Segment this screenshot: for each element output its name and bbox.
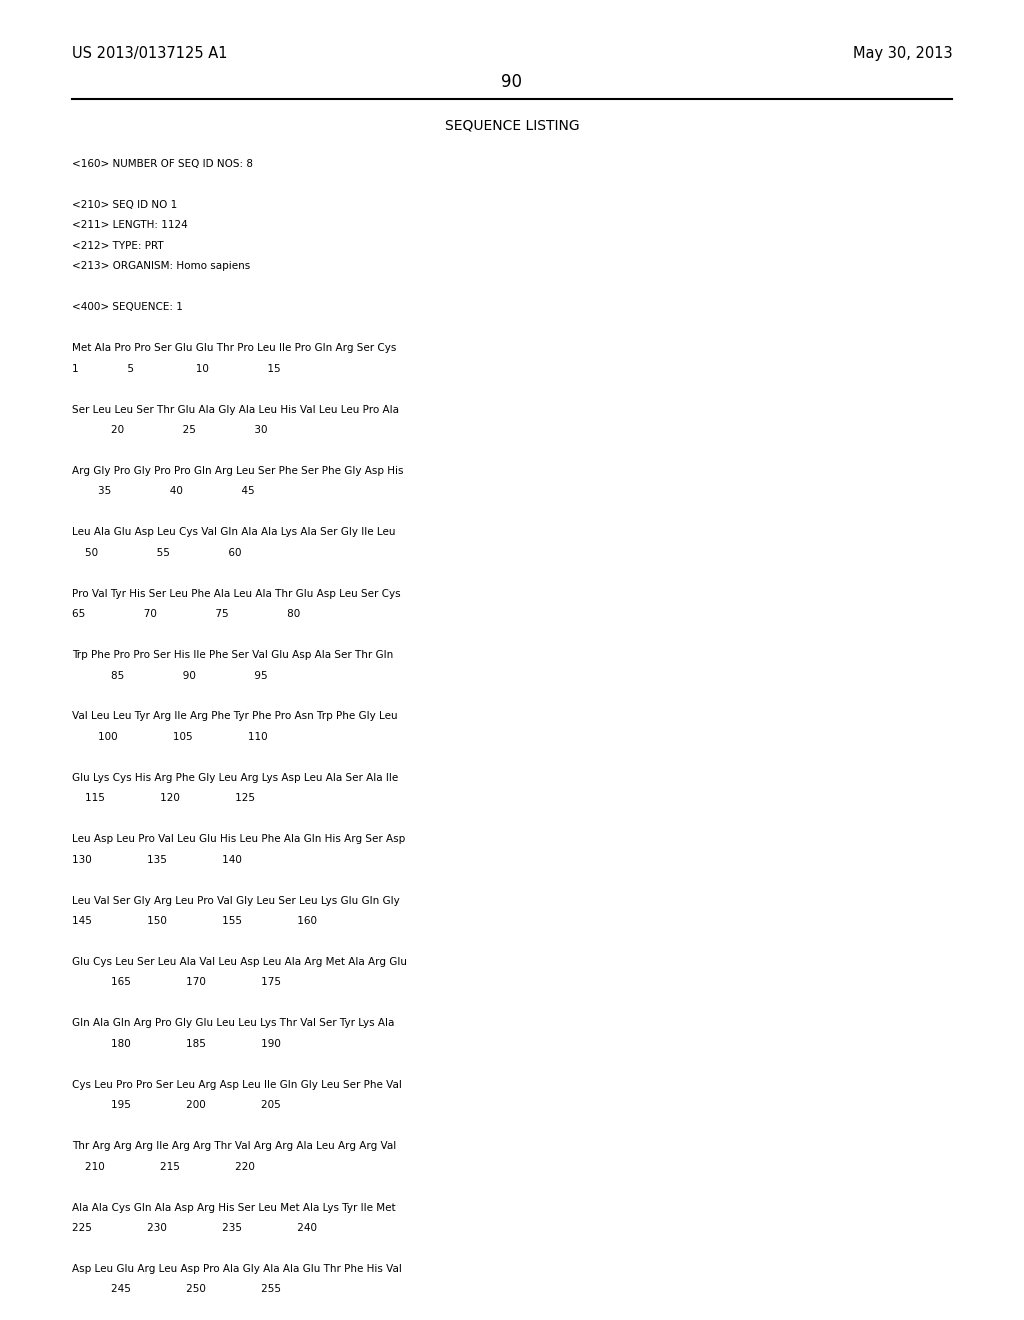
Text: <212> TYPE: PRT: <212> TYPE: PRT [72, 242, 163, 251]
Text: 225                 230                 235                 240: 225 230 235 240 [72, 1222, 316, 1233]
Text: 180                 185                 190: 180 185 190 [72, 1039, 281, 1049]
Text: Leu Asp Leu Pro Val Leu Glu His Leu Phe Ala Gln His Arg Ser Asp: Leu Asp Leu Pro Val Leu Glu His Leu Phe … [72, 834, 404, 845]
Text: Leu Val Ser Gly Arg Leu Pro Val Gly Leu Ser Leu Lys Glu Gln Gly: Leu Val Ser Gly Arg Leu Pro Val Gly Leu … [72, 895, 399, 906]
Text: US 2013/0137125 A1: US 2013/0137125 A1 [72, 46, 227, 61]
Text: Glu Lys Cys His Arg Phe Gly Leu Arg Lys Asp Leu Ala Ser Ala Ile: Glu Lys Cys His Arg Phe Gly Leu Arg Lys … [72, 772, 398, 783]
Text: Val Leu Leu Tyr Arg Ile Arg Phe Tyr Phe Pro Asn Trp Phe Gly Leu: Val Leu Leu Tyr Arg Ile Arg Phe Tyr Phe … [72, 711, 397, 722]
Text: Glu Cys Leu Ser Leu Ala Val Leu Asp Leu Ala Arg Met Ala Arg Glu: Glu Cys Leu Ser Leu Ala Val Leu Asp Leu … [72, 957, 407, 968]
Text: 145                 150                 155                 160: 145 150 155 160 [72, 916, 316, 927]
Text: Thr Arg Arg Arg Ile Arg Arg Thr Val Arg Arg Ala Leu Arg Arg Val: Thr Arg Arg Arg Ile Arg Arg Thr Val Arg … [72, 1140, 396, 1151]
Text: Gln Ala Gln Arg Pro Gly Glu Leu Leu Lys Thr Val Ser Tyr Lys Ala: Gln Ala Gln Arg Pro Gly Glu Leu Leu Lys … [72, 1019, 394, 1028]
Text: Leu Ala Glu Asp Leu Cys Val Gln Ala Ala Lys Ala Ser Gly Ile Leu: Leu Ala Glu Asp Leu Cys Val Gln Ala Ala … [72, 527, 395, 537]
Text: <213> ORGANISM: Homo sapiens: <213> ORGANISM: Homo sapiens [72, 261, 250, 272]
Text: Met Ala Pro Pro Ser Glu Glu Thr Pro Leu Ile Pro Gln Arg Ser Cys: Met Ala Pro Pro Ser Glu Glu Thr Pro Leu … [72, 343, 396, 354]
Text: 50                  55                  60: 50 55 60 [72, 548, 242, 558]
Text: Trp Phe Pro Pro Ser His Ile Phe Ser Val Glu Asp Ala Ser Thr Gln: Trp Phe Pro Pro Ser His Ile Phe Ser Val … [72, 649, 393, 660]
Text: May 30, 2013: May 30, 2013 [853, 46, 952, 61]
Text: <160> NUMBER OF SEQ ID NOS: 8: <160> NUMBER OF SEQ ID NOS: 8 [72, 158, 253, 169]
Text: Arg Gly Pro Gly Pro Pro Gln Arg Leu Ser Phe Ser Phe Gly Asp His: Arg Gly Pro Gly Pro Pro Gln Arg Leu Ser … [72, 466, 403, 477]
Text: 100                 105                 110: 100 105 110 [72, 731, 267, 742]
Text: Ser Leu Leu Ser Thr Glu Ala Gly Ala Leu His Val Leu Leu Pro Ala: Ser Leu Leu Ser Thr Glu Ala Gly Ala Leu … [72, 404, 398, 414]
Text: 245                 250                 255: 245 250 255 [72, 1284, 281, 1295]
Text: <211> LENGTH: 1124: <211> LENGTH: 1124 [72, 220, 187, 231]
Text: 165                 170                 175: 165 170 175 [72, 977, 281, 987]
Text: 115                 120                 125: 115 120 125 [72, 793, 255, 804]
Text: 1               5                   10                  15: 1 5 10 15 [72, 363, 281, 374]
Text: SEQUENCE LISTING: SEQUENCE LISTING [444, 119, 580, 133]
Text: 65                  70                  75                  80: 65 70 75 80 [72, 610, 300, 619]
Text: Cys Leu Pro Pro Ser Leu Arg Asp Leu Ile Gln Gly Leu Ser Phe Val: Cys Leu Pro Pro Ser Leu Arg Asp Leu Ile … [72, 1080, 401, 1090]
Text: <210> SEQ ID NO 1: <210> SEQ ID NO 1 [72, 199, 177, 210]
Text: 130                 135                 140: 130 135 140 [72, 855, 242, 865]
Text: 85                  90                  95: 85 90 95 [72, 671, 267, 681]
Text: Asp Leu Glu Arg Leu Asp Pro Ala Gly Ala Ala Glu Thr Phe His Val: Asp Leu Glu Arg Leu Asp Pro Ala Gly Ala … [72, 1265, 401, 1274]
Text: 195                 200                 205: 195 200 205 [72, 1101, 281, 1110]
Text: 210                 215                 220: 210 215 220 [72, 1162, 255, 1172]
Text: Pro Val Tyr His Ser Leu Phe Ala Leu Ala Thr Glu Asp Leu Ser Cys: Pro Val Tyr His Ser Leu Phe Ala Leu Ala … [72, 589, 400, 599]
Text: Ala Ala Cys Gln Ala Asp Arg His Ser Leu Met Ala Lys Tyr Ile Met: Ala Ala Cys Gln Ala Asp Arg His Ser Leu … [72, 1203, 395, 1213]
Text: 90: 90 [502, 73, 522, 91]
Text: 35                  40                  45: 35 40 45 [72, 487, 254, 496]
Text: <400> SEQUENCE: 1: <400> SEQUENCE: 1 [72, 302, 182, 313]
Text: 20                  25                  30: 20 25 30 [72, 425, 267, 436]
